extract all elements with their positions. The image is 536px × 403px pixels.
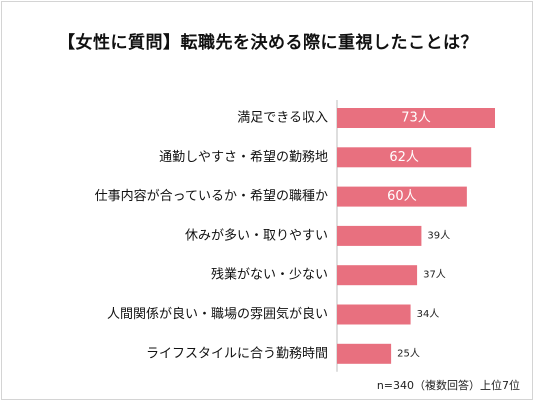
data-label: 39人 (427, 229, 450, 241)
data-label: 34人 (417, 308, 440, 320)
chart-footnote: n=340（複数回答）上位7位 (376, 379, 520, 392)
bar (337, 108, 495, 128)
category-label: ライフスタイルに合う勤務時間 (146, 346, 328, 361)
category-label: 仕事内容が合っているか・希望の職種か (95, 188, 328, 204)
chart-title: 【女性に質問】転職先を決める際に重視したことは？ (58, 33, 478, 53)
data-label: 25人 (397, 347, 420, 359)
category-label: 人間関係が良い・職場の雰囲気が良い (107, 306, 328, 322)
data-label: 37人 (423, 269, 446, 281)
data-label: 73人 (401, 111, 431, 126)
bar (337, 225, 422, 246)
bar (337, 147, 472, 168)
data-label: 60人 (387, 189, 417, 204)
category-label: 満足できる収入 (237, 111, 328, 126)
bar (337, 304, 411, 325)
category-label: 休みが多い・取りやすい (185, 227, 328, 243)
category-label: 残業がない・少ない (211, 267, 328, 283)
bar (337, 265, 418, 286)
bar (337, 343, 392, 364)
data-label: 62人 (389, 150, 419, 165)
bar (337, 186, 467, 207)
category-label: 通勤しやすさ・希望の勤務地 (159, 149, 328, 165)
